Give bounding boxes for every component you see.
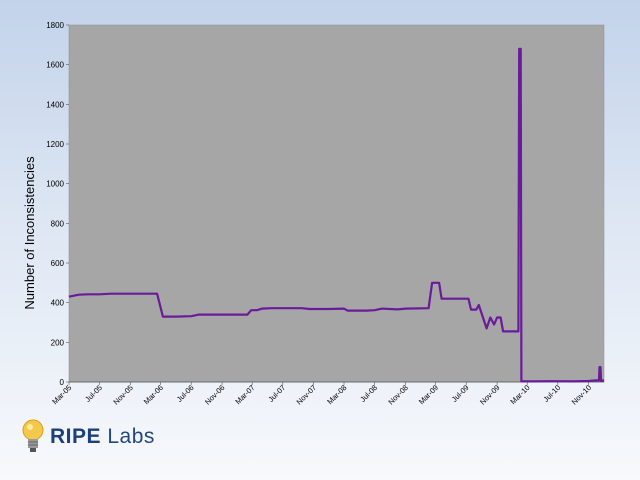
lightbulb-icon xyxy=(22,419,44,452)
x-tick-label: Jul-05 xyxy=(83,383,104,404)
x-tick-label: Mar-06 xyxy=(142,383,165,406)
x-tick-label: Jul-07 xyxy=(266,383,287,404)
x-tick-label: Mar-10 xyxy=(508,383,531,406)
x-axis: Mar-05 Jul-05 Nov-05 Mar-06 Jul-06 Nov-06 Mar-… xyxy=(50,382,593,407)
x-tick-label: Jul-10 xyxy=(541,383,562,404)
x-tick-label: Nov-05 xyxy=(111,383,134,406)
y-tick-label: 800 xyxy=(51,219,65,228)
x-tick-label: Nov-06 xyxy=(203,383,226,406)
x-tick-label: Nov-08 xyxy=(386,383,409,406)
ripe-labs-logo: RIPE Labs xyxy=(22,418,155,456)
y-tick-label: 1600 xyxy=(46,61,64,70)
plot-area xyxy=(68,24,605,383)
x-tick-label: Jul-09 xyxy=(450,383,471,404)
y-tick-label: 600 xyxy=(51,259,65,268)
x-tick-label: Mar-08 xyxy=(325,383,348,406)
x-tick-label: Mar-07 xyxy=(233,383,256,406)
series-line xyxy=(68,47,605,383)
y-tick-label: 0 xyxy=(60,378,65,387)
logo-brand: RIPE xyxy=(50,425,102,448)
y-axis-label: Number of Inconsistencies xyxy=(22,156,37,310)
x-tick-label: Mar-09 xyxy=(417,383,440,406)
x-tick-label: Jul-06 xyxy=(175,383,196,404)
y-tick-label: 1400 xyxy=(46,100,64,109)
y-tick-label: 1800 xyxy=(46,21,64,30)
y-tick-label: 400 xyxy=(51,299,65,308)
y-tick-label: 1200 xyxy=(46,140,64,149)
logo-product: Labs xyxy=(107,425,155,448)
x-tick-label: Nov-07 xyxy=(295,383,318,406)
y-tick-label: 1000 xyxy=(46,180,64,189)
x-tick-label: Nov-09 xyxy=(478,383,501,406)
y-tick-label: 200 xyxy=(51,338,65,347)
y-axis: 0 200 400 600 800 1000 1200 1400 1600 1800 xyxy=(46,21,69,387)
x-tick-label: Jul-08 xyxy=(358,383,379,404)
x-tick-label: Nov-10 xyxy=(570,383,593,406)
